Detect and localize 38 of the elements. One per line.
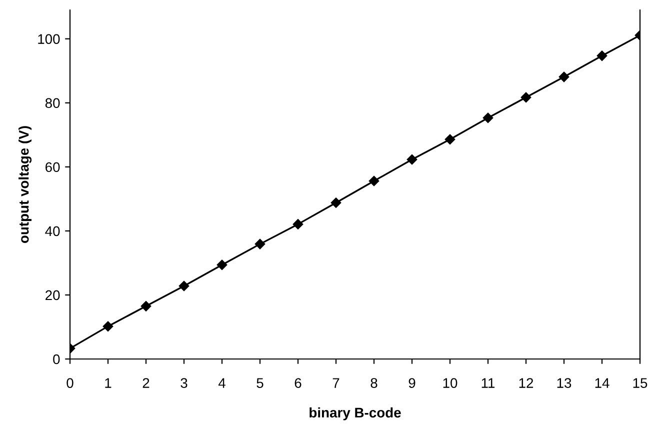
point xyxy=(406,154,418,165)
x-tick-label: 13 xyxy=(557,378,572,388)
x-axis-title: binary B-code xyxy=(310,407,401,420)
y-tick-label: 0 xyxy=(53,354,60,364)
point xyxy=(254,238,266,250)
x-tick-label: 14 xyxy=(595,378,610,388)
y-axis-title: output voltage (V) xyxy=(18,126,32,243)
point xyxy=(140,301,152,312)
point xyxy=(292,219,304,230)
x-tick-label: 11 xyxy=(482,378,495,388)
point xyxy=(558,72,570,82)
x-tick-label: 1 xyxy=(105,378,112,388)
x-tick-label: 2 xyxy=(142,378,150,388)
point xyxy=(368,176,380,186)
point xyxy=(444,134,456,144)
point xyxy=(520,92,532,103)
point xyxy=(596,50,608,61)
y-tick-label: 60 xyxy=(46,162,60,172)
x-tick-label: 12 xyxy=(519,378,534,388)
x-tick-label: 10 xyxy=(443,378,458,388)
point xyxy=(482,112,494,124)
y-tick-label: 100 xyxy=(38,34,60,44)
x-tick-label: 15 xyxy=(633,378,648,388)
x-tick-label: 4 xyxy=(218,378,226,388)
point xyxy=(330,198,342,208)
x-tick-label: 7 xyxy=(332,378,340,388)
point xyxy=(216,260,228,270)
x-tick-label: 9 xyxy=(408,378,416,388)
y-tick-label: 20 xyxy=(46,290,60,300)
x-tick-label: 8 xyxy=(370,378,378,388)
y-tick-label: 40 xyxy=(45,226,60,236)
x-tick-label: 6 xyxy=(294,378,302,388)
point xyxy=(178,280,190,292)
y-tick-label: 80 xyxy=(45,98,60,108)
point xyxy=(102,321,114,332)
x-tick-label: 0 xyxy=(66,378,74,388)
x-tick-label: 5 xyxy=(256,378,264,388)
x-tick-label: 3 xyxy=(180,378,188,388)
